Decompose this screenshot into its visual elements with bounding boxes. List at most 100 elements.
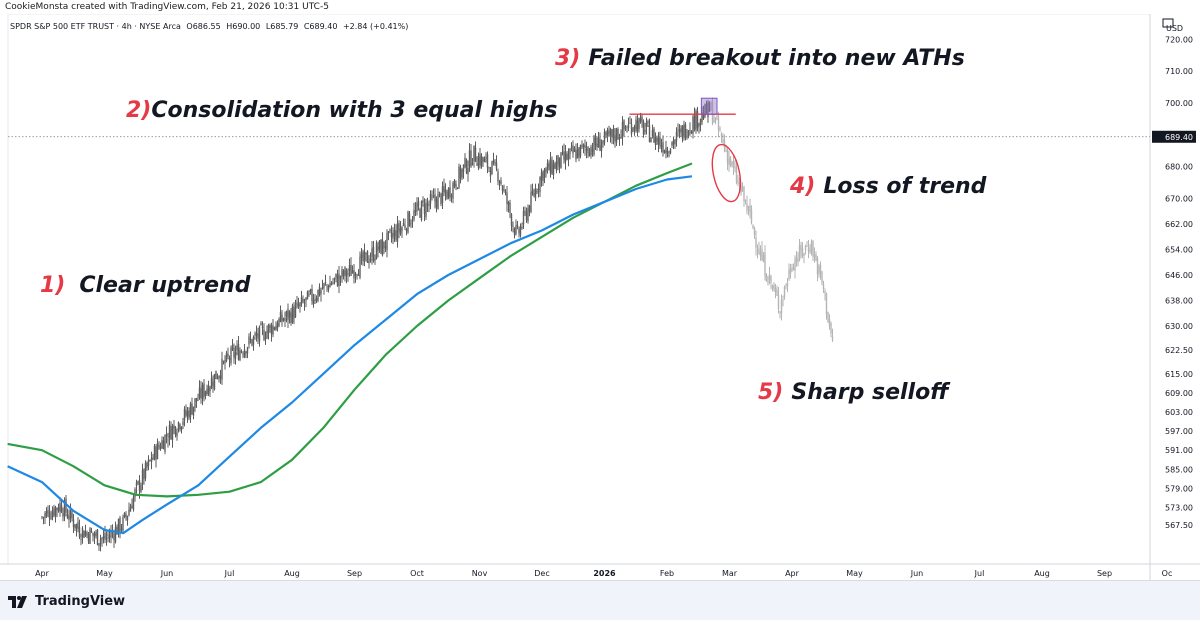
- candle: [47, 505, 49, 518]
- candle: [113, 529, 115, 548]
- candle: [381, 232, 384, 257]
- candle: [192, 406, 195, 420]
- candle: [198, 380, 201, 400]
- candle: [369, 252, 372, 263]
- candle: [521, 222, 523, 230]
- candle: [186, 406, 189, 423]
- candle: [258, 325, 261, 347]
- price-chart[interactable]: 1) Clear uptrend 2)Consolidation with 3 eq…: [0, 13, 1200, 580]
- candle: [330, 281, 333, 286]
- candle: [426, 197, 429, 212]
- candle: [60, 501, 63, 514]
- candle: [729, 156, 732, 168]
- candle: [435, 196, 438, 213]
- candle: [177, 421, 180, 433]
- candle: [446, 189, 448, 200]
- candle: [342, 269, 345, 280]
- candle: [45, 507, 48, 518]
- candle: [557, 154, 559, 171]
- candle: [500, 177, 502, 186]
- time-tick: Nov: [472, 569, 488, 578]
- candle: [54, 505, 57, 523]
- candle: [545, 166, 547, 178]
- candle: [567, 148, 570, 167]
- candle: [317, 289, 319, 303]
- candle: [207, 380, 210, 397]
- candle: [117, 518, 120, 538]
- candle: [189, 401, 192, 423]
- candle: [746, 195, 748, 215]
- candle: [245, 350, 247, 359]
- time-tick: Jun: [910, 569, 924, 578]
- candle: [636, 114, 639, 137]
- candle: [680, 125, 682, 137]
- candle: [135, 479, 138, 494]
- candle: [390, 225, 393, 243]
- candle: [579, 144, 582, 159]
- candle: [212, 375, 214, 393]
- candle: [44, 511, 46, 524]
- candle: [414, 202, 417, 216]
- candle: [653, 126, 655, 143]
- candle: [797, 252, 799, 267]
- candle: [465, 158, 468, 175]
- candle: [602, 140, 604, 148]
- candle: [99, 534, 102, 552]
- symbol-line: SPDR S&P 500 ETF TRUST · 4h · NYSE Arca: [10, 22, 181, 31]
- chart-area[interactable]: 1) Clear uptrend 2)Consolidation with 3 eq…: [0, 13, 1200, 580]
- candle: [788, 263, 790, 281]
- candle: [654, 132, 657, 150]
- candle: [314, 294, 316, 304]
- candle: [566, 151, 568, 161]
- candle: [201, 382, 204, 406]
- candle: [200, 381, 202, 404]
- candle: [684, 122, 687, 141]
- candle: [191, 397, 193, 415]
- candle: [131, 498, 133, 509]
- candle: [321, 279, 324, 290]
- candle: [267, 323, 270, 340]
- time-tick: Jul: [224, 569, 235, 578]
- candle: [777, 287, 780, 314]
- candle: [627, 117, 630, 132]
- candle: [408, 210, 411, 227]
- candle: [624, 125, 627, 131]
- candle: [645, 117, 648, 135]
- candle: [182, 417, 184, 430]
- candle: [752, 224, 754, 230]
- candle: [768, 266, 771, 285]
- candle: [51, 506, 54, 521]
- candle: [789, 264, 792, 279]
- candle: [213, 373, 216, 391]
- candle: [101, 536, 103, 547]
- candle: [297, 297, 300, 310]
- candle: [119, 515, 121, 539]
- candle: [708, 101, 711, 113]
- candle: [728, 150, 730, 172]
- candle: [578, 146, 580, 162]
- candle: [254, 331, 256, 340]
- candle: [243, 343, 246, 359]
- candle: [290, 307, 292, 326]
- candle: [155, 444, 157, 468]
- candle: [398, 220, 400, 239]
- candle: [365, 252, 367, 262]
- price-tick: 609.00: [1165, 389, 1193, 398]
- candle: [96, 528, 99, 546]
- candle: [629, 116, 631, 124]
- candle: [393, 223, 396, 242]
- candle: [392, 227, 394, 245]
- candle: [129, 503, 132, 512]
- candle: [261, 321, 264, 336]
- time-tick: Jun: [160, 569, 174, 578]
- candle: [735, 160, 738, 185]
- candle: [95, 529, 97, 539]
- candle: [761, 241, 763, 261]
- maximize-icon[interactable]: [1162, 18, 1174, 28]
- time-tick: Dec: [534, 569, 549, 578]
- candle: [215, 370, 217, 380]
- tradingview-logo[interactable]: TradingView: [8, 591, 125, 611]
- time-tick: Oct: [410, 569, 424, 578]
- candle: [125, 511, 127, 521]
- candle: [288, 310, 291, 324]
